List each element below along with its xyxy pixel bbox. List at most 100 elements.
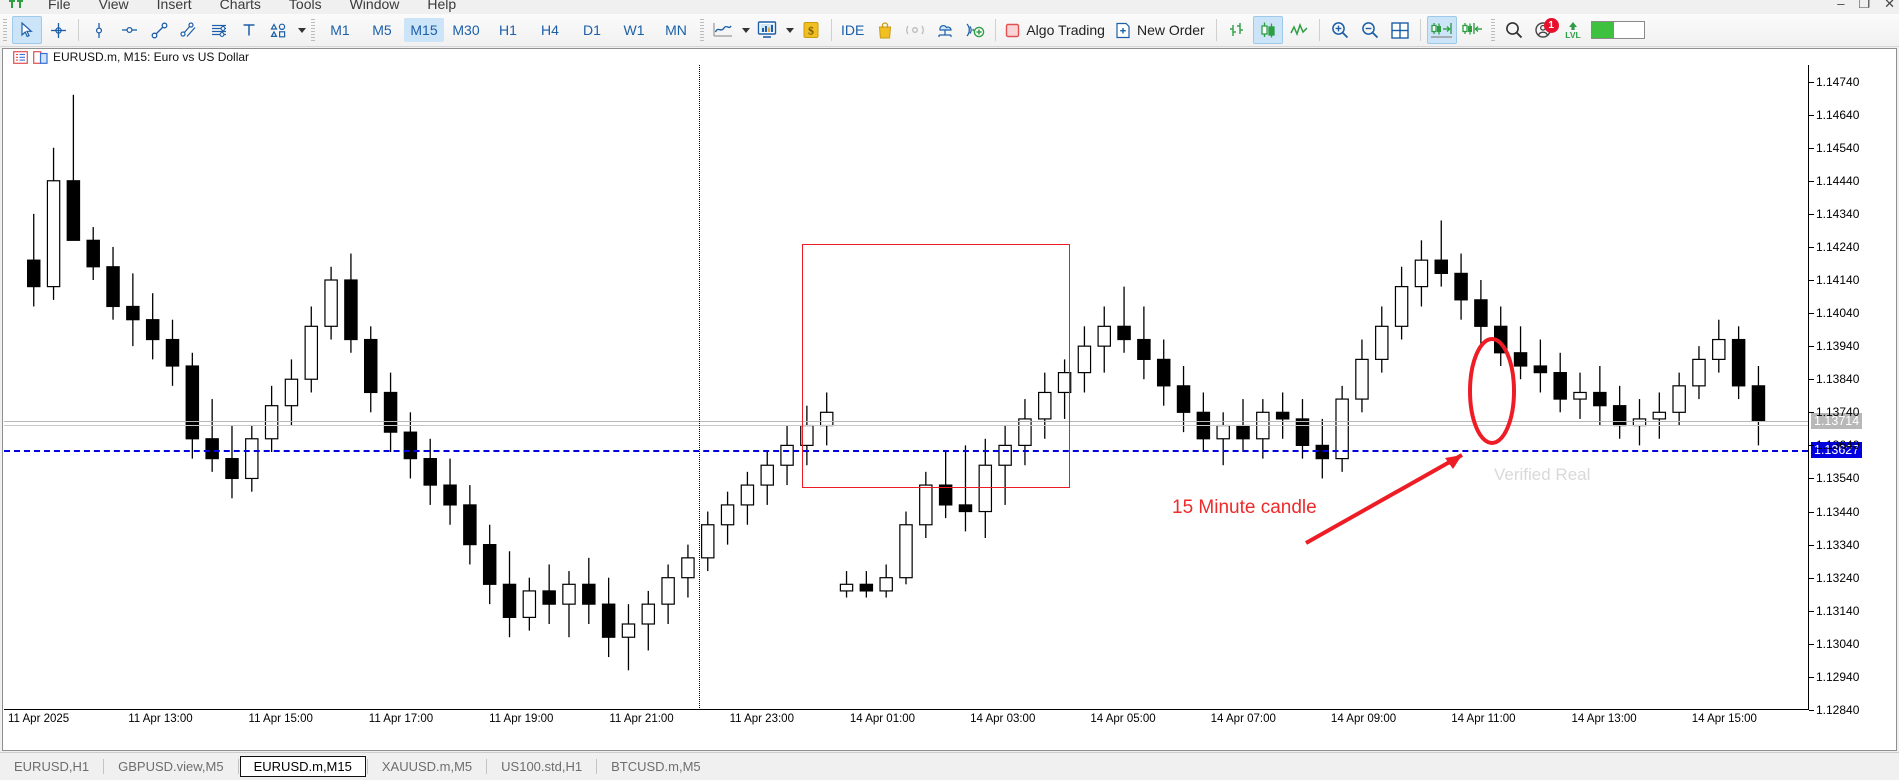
price-axis-tick: 1.13440 bbox=[1809, 505, 1859, 519]
price-axis-tick: 1.14240 bbox=[1809, 240, 1859, 254]
crosshair-tool-button[interactable] bbox=[44, 17, 72, 43]
toolbar-grip-2[interactable] bbox=[311, 19, 315, 41]
timeframe-w1-button[interactable]: W1 bbox=[623, 22, 645, 38]
indicators-dropdown-button[interactable] bbox=[738, 17, 752, 43]
menu-item-charts[interactable]: Charts bbox=[219, 0, 261, 12]
last-price-label: 1.13714 bbox=[1811, 412, 1863, 429]
chart-tab-us100-std-h1[interactable]: US100.std,H1 bbox=[501, 759, 583, 774]
toolbar-separator-2 bbox=[831, 19, 832, 41]
vertical-line-tool-button[interactable] bbox=[85, 17, 113, 43]
time-axis[interactable]: 11 Apr 2025 11 Apr 13:00 11 Apr 15:00 11 Ap… bbox=[4, 709, 1808, 732]
vps-add-icon[interactable] bbox=[961, 17, 989, 43]
new-order-label: New Order bbox=[1136, 22, 1205, 38]
chart-tab-btcusd-m-m5[interactable]: BTCUSD.m,M5 bbox=[611, 759, 701, 774]
shapes-tool-button[interactable] bbox=[265, 17, 293, 43]
cloud-icon[interactable] bbox=[931, 17, 959, 43]
menu-item-insert[interactable]: Insert bbox=[156, 0, 192, 12]
line-chart-button[interactable] bbox=[1285, 17, 1313, 43]
chart-plot-area[interactable]: 15 Minute candle Verified Real bbox=[4, 65, 1808, 710]
candlestick-chart-button[interactable] bbox=[1252, 16, 1283, 44]
timeframe-m1-button[interactable]: M1 bbox=[330, 22, 350, 38]
toolbar-grip-3[interactable] bbox=[700, 19, 704, 41]
trendline-tool-button[interactable] bbox=[145, 17, 173, 43]
svg-text:$: $ bbox=[808, 24, 814, 38]
indicators-button[interactable] bbox=[709, 17, 737, 43]
toolbar-separator-3 bbox=[995, 19, 997, 41]
chart-tab-eurusd-m-m15[interactable]: EURUSD.m,M15 bbox=[239, 756, 366, 777]
account-notifications-button[interactable]: 1 bbox=[1530, 17, 1559, 43]
candlestick-series bbox=[26, 94, 1766, 671]
timeframe-m30-button[interactable]: M30 bbox=[452, 22, 480, 38]
templates-dropdown-button[interactable] bbox=[782, 17, 796, 43]
tile-windows-button[interactable] bbox=[1386, 17, 1414, 43]
menu-item-list: File View Insert Charts Tools Window Hel… bbox=[34, 0, 470, 13]
chart-shift-button[interactable] bbox=[1459, 17, 1487, 43]
fibonacci-tool-button[interactable] bbox=[205, 17, 233, 43]
menu-item-help[interactable]: Help bbox=[427, 0, 457, 12]
market-bag-icon[interactable] bbox=[871, 17, 899, 43]
timeframe-m5-button[interactable]: M5 bbox=[372, 22, 392, 38]
channel-tool-button[interactable] bbox=[175, 17, 203, 43]
search-icon[interactable] bbox=[1500, 17, 1528, 43]
data-window-icon[interactable] bbox=[13, 50, 28, 64]
tab-separator bbox=[366, 759, 368, 774]
timeframe-h4-button[interactable]: H4 bbox=[541, 22, 559, 38]
zoom-in-button[interactable] bbox=[1326, 17, 1354, 43]
minimize-button[interactable]: – bbox=[1837, 0, 1845, 11]
chevron-down-icon bbox=[742, 27, 750, 33]
time-axis-tick: 14 Apr 13:00 bbox=[1571, 713, 1637, 725]
new-order-button[interactable]: New Order bbox=[1111, 17, 1211, 43]
text-tool-button[interactable] bbox=[235, 17, 263, 43]
menu-item-view[interactable]: View bbox=[98, 0, 129, 12]
cursor-tool-button[interactable] bbox=[12, 16, 42, 44]
tab-separator bbox=[103, 759, 105, 774]
lvl-indicator-icon[interactable]: LVL bbox=[1560, 17, 1586, 43]
chart-tab-xauusd-m-m5[interactable]: XAUUSD.m,M5 bbox=[381, 759, 473, 774]
time-axis-tick: 14 Apr 15:00 bbox=[1691, 713, 1757, 725]
restore-button[interactable]: ❐ bbox=[1858, 0, 1871, 11]
price-axis-tick: 1.13140 bbox=[1809, 604, 1859, 618]
selection-rectangle-annotation[interactable] bbox=[802, 244, 1070, 488]
timeframe-d1-button[interactable]: D1 bbox=[583, 22, 601, 38]
time-axis-tick: 11 Apr 23:00 bbox=[729, 713, 794, 725]
time-axis-tick: 14 Apr 03:00 bbox=[970, 713, 1036, 725]
close-button[interactable]: ✕ bbox=[1884, 0, 1895, 11]
toolbar-grip[interactable] bbox=[3, 19, 7, 41]
auto-scroll-button[interactable] bbox=[1426, 16, 1457, 44]
price-axis-tick: 1.13840 bbox=[1809, 372, 1859, 386]
signals-icon[interactable] bbox=[901, 17, 929, 43]
svg-text:LVL: LVL bbox=[1565, 30, 1580, 40]
chart-tab-eurusd-h1[interactable]: EURUSD,H1 bbox=[14, 759, 90, 774]
timeframe-h1-button[interactable]: H1 bbox=[499, 22, 517, 38]
currency-button[interactable]: $ bbox=[797, 17, 825, 43]
price-axis-tick: 1.14340 bbox=[1809, 207, 1859, 221]
time-axis-tick: 11 Apr 15:00 bbox=[248, 713, 313, 725]
zoom-out-button[interactable] bbox=[1356, 17, 1384, 43]
connection-status-bar[interactable] bbox=[1590, 21, 1645, 39]
window-controls: – ❐ ✕ bbox=[1837, 0, 1895, 12]
one-click-trading-icon[interactable] bbox=[33, 50, 48, 64]
toolbar-grip-4[interactable] bbox=[1490, 19, 1495, 41]
shapes-dropdown-button[interactable] bbox=[294, 17, 308, 43]
price-axis-tick: 1.13040 bbox=[1809, 637, 1859, 651]
ide-button[interactable]: IDE bbox=[837, 17, 870, 43]
templates-button[interactable] bbox=[753, 17, 781, 43]
price-axis-tick: 1.13340 bbox=[1809, 538, 1859, 552]
menu-item-tools[interactable]: Tools bbox=[288, 0, 322, 12]
notification-badge: 1 bbox=[1543, 18, 1559, 33]
chart-tab-gbpusd-view-m5[interactable]: GBPUSD.view,M5 bbox=[118, 759, 224, 774]
main-toolbar: M1 M5 M15 M30 H1 H4 D1 W1 MN $ IDE bbox=[0, 14, 1899, 47]
timeframe-mn-button[interactable]: MN bbox=[665, 22, 687, 38]
time-axis-tick: 11 Apr 21:00 bbox=[609, 713, 674, 725]
menu-item-window[interactable]: Window bbox=[349, 0, 400, 12]
chevron-down-icon bbox=[786, 27, 794, 33]
price-axis[interactable]: 1.13714 1.13627 1.14740 1.14640 1.14540 1.1… bbox=[1808, 65, 1896, 717]
price-axis-tick: 1.13540 bbox=[1809, 471, 1859, 485]
candle-annotation-label: 15 Minute candle bbox=[1172, 497, 1317, 518]
horizontal-line-tool-button[interactable] bbox=[115, 17, 143, 43]
menu-item-file[interactable]: File bbox=[48, 0, 71, 12]
algo-trading-button[interactable]: Algo Trading bbox=[1001, 17, 1111, 43]
timeframe-m15-button[interactable]: M15 bbox=[404, 18, 444, 42]
bar-chart-button[interactable] bbox=[1223, 17, 1251, 43]
